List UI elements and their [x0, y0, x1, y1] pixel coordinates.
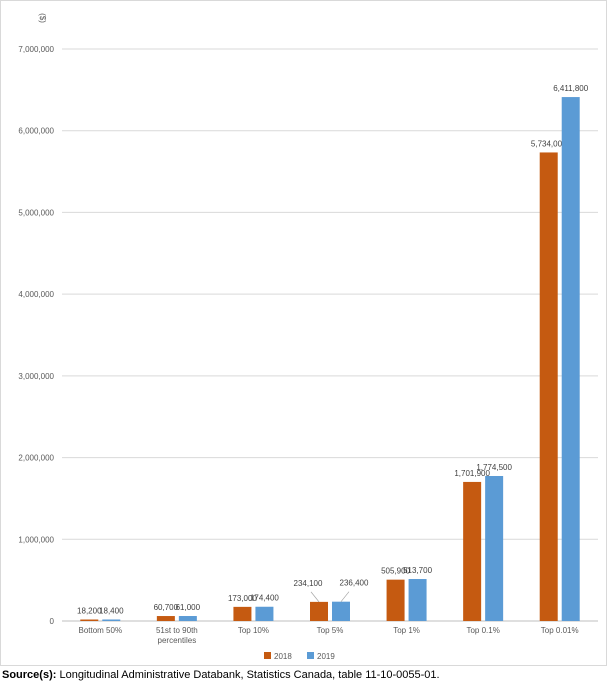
- data-label: 1,701,900: [454, 469, 490, 478]
- bar-2018: [80, 619, 99, 621]
- data-label: 173,000: [228, 594, 257, 603]
- bar-2018: [310, 601, 328, 621]
- bar-2019: [255, 606, 274, 621]
- data-label: 234,100: [294, 579, 323, 588]
- x-tick-label: Top 1%: [393, 626, 420, 635]
- x-tick-label: Bottom 50%: [78, 626, 122, 635]
- x-tick-label: Top 0.1%: [466, 626, 499, 635]
- legend-label: 2018: [274, 652, 292, 661]
- data-label: 1,774,500: [476, 463, 512, 472]
- y-tick-label: 2,000,000: [18, 454, 54, 463]
- data-label: 513,700: [403, 566, 432, 575]
- x-tick-label: percentiles: [158, 636, 197, 645]
- y-tick-label: 5,000,000: [18, 208, 54, 217]
- data-label: 61,000: [176, 603, 201, 612]
- data-label: 18,400: [99, 606, 124, 615]
- y-tick-label: 6,000,000: [18, 127, 54, 136]
- leader-line: [340, 591, 350, 602]
- bar-2019: [178, 616, 197, 621]
- source-text: Longitudinal Administrative Databank, St…: [56, 669, 440, 681]
- y-axis-label: ($): [38, 13, 47, 23]
- chart-frame: [0, 0, 607, 666]
- legend-swatch-2018: [264, 652, 271, 659]
- bar-2018: [386, 579, 405, 621]
- data-label: 236,400: [340, 579, 369, 588]
- data-label: 6,411,800: [553, 84, 589, 93]
- bar-2018: [156, 616, 175, 621]
- legend-label: 2019: [317, 652, 335, 661]
- x-tick-label: 51st to 90th: [156, 626, 198, 635]
- y-tick-label: 7,000,000: [18, 45, 54, 54]
- data-label: 505,900: [381, 567, 410, 576]
- leader-line: [310, 591, 320, 603]
- bar-2018: [233, 606, 252, 621]
- data-label: 174,400: [250, 594, 279, 603]
- x-tick-label: Top 0.01%: [541, 626, 579, 635]
- source-label: Source(s):: [2, 669, 57, 681]
- legend-swatch-2019: [307, 652, 314, 659]
- bar-2019: [408, 579, 427, 621]
- data-label: 5,734,000: [531, 139, 567, 148]
- bar-chart: ($) 0 1,000,000 2,000,000 3,000,000 4,000,000…: [18, 13, 598, 661]
- source-note: Source(s): Longitudinal Administrative D…: [2, 669, 440, 681]
- bar-2019: [332, 601, 350, 621]
- y-tick-label: 4,000,000: [18, 290, 54, 299]
- data-label: 18,200: [77, 607, 102, 616]
- bar-2019: [485, 475, 504, 621]
- y-tick-label: 1,000,000: [18, 535, 54, 544]
- bar-2018: [463, 481, 482, 621]
- y-tick-label: 0: [50, 617, 55, 626]
- x-tick-label: Top 5%: [317, 626, 344, 635]
- bar-2019: [102, 619, 121, 621]
- y-tick-label: 3,000,000: [18, 372, 54, 381]
- x-tick-label: Top 10%: [238, 626, 269, 635]
- data-label: 60,700: [154, 603, 179, 612]
- bar-2018: [539, 152, 558, 621]
- bar-2019: [561, 97, 580, 622]
